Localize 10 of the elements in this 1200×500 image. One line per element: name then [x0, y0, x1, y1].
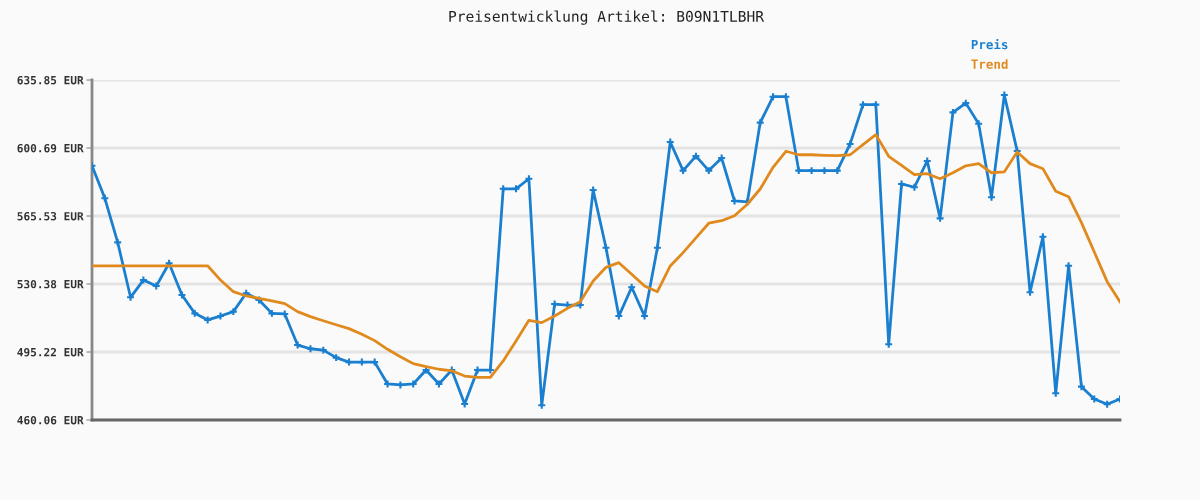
line-series	[92, 133, 1120, 379]
y-tick-label: 495.22 EUR	[17, 347, 84, 357]
y-tick-label: 635.85 EUR	[17, 75, 84, 85]
y-tick-label: 530.38 EUR	[17, 279, 84, 289]
y-tick-label: 600.69 EUR	[17, 143, 84, 153]
y-tick-label: 565.53 EUR	[17, 211, 84, 221]
text: Preis	[971, 38, 1008, 50]
chart-title: Preisentwicklung Artikel: B09N1TLBHR	[449, 10, 765, 25]
y-tick-label: 460.06 EUR	[17, 415, 84, 425]
text: Trend	[971, 59, 1008, 69]
